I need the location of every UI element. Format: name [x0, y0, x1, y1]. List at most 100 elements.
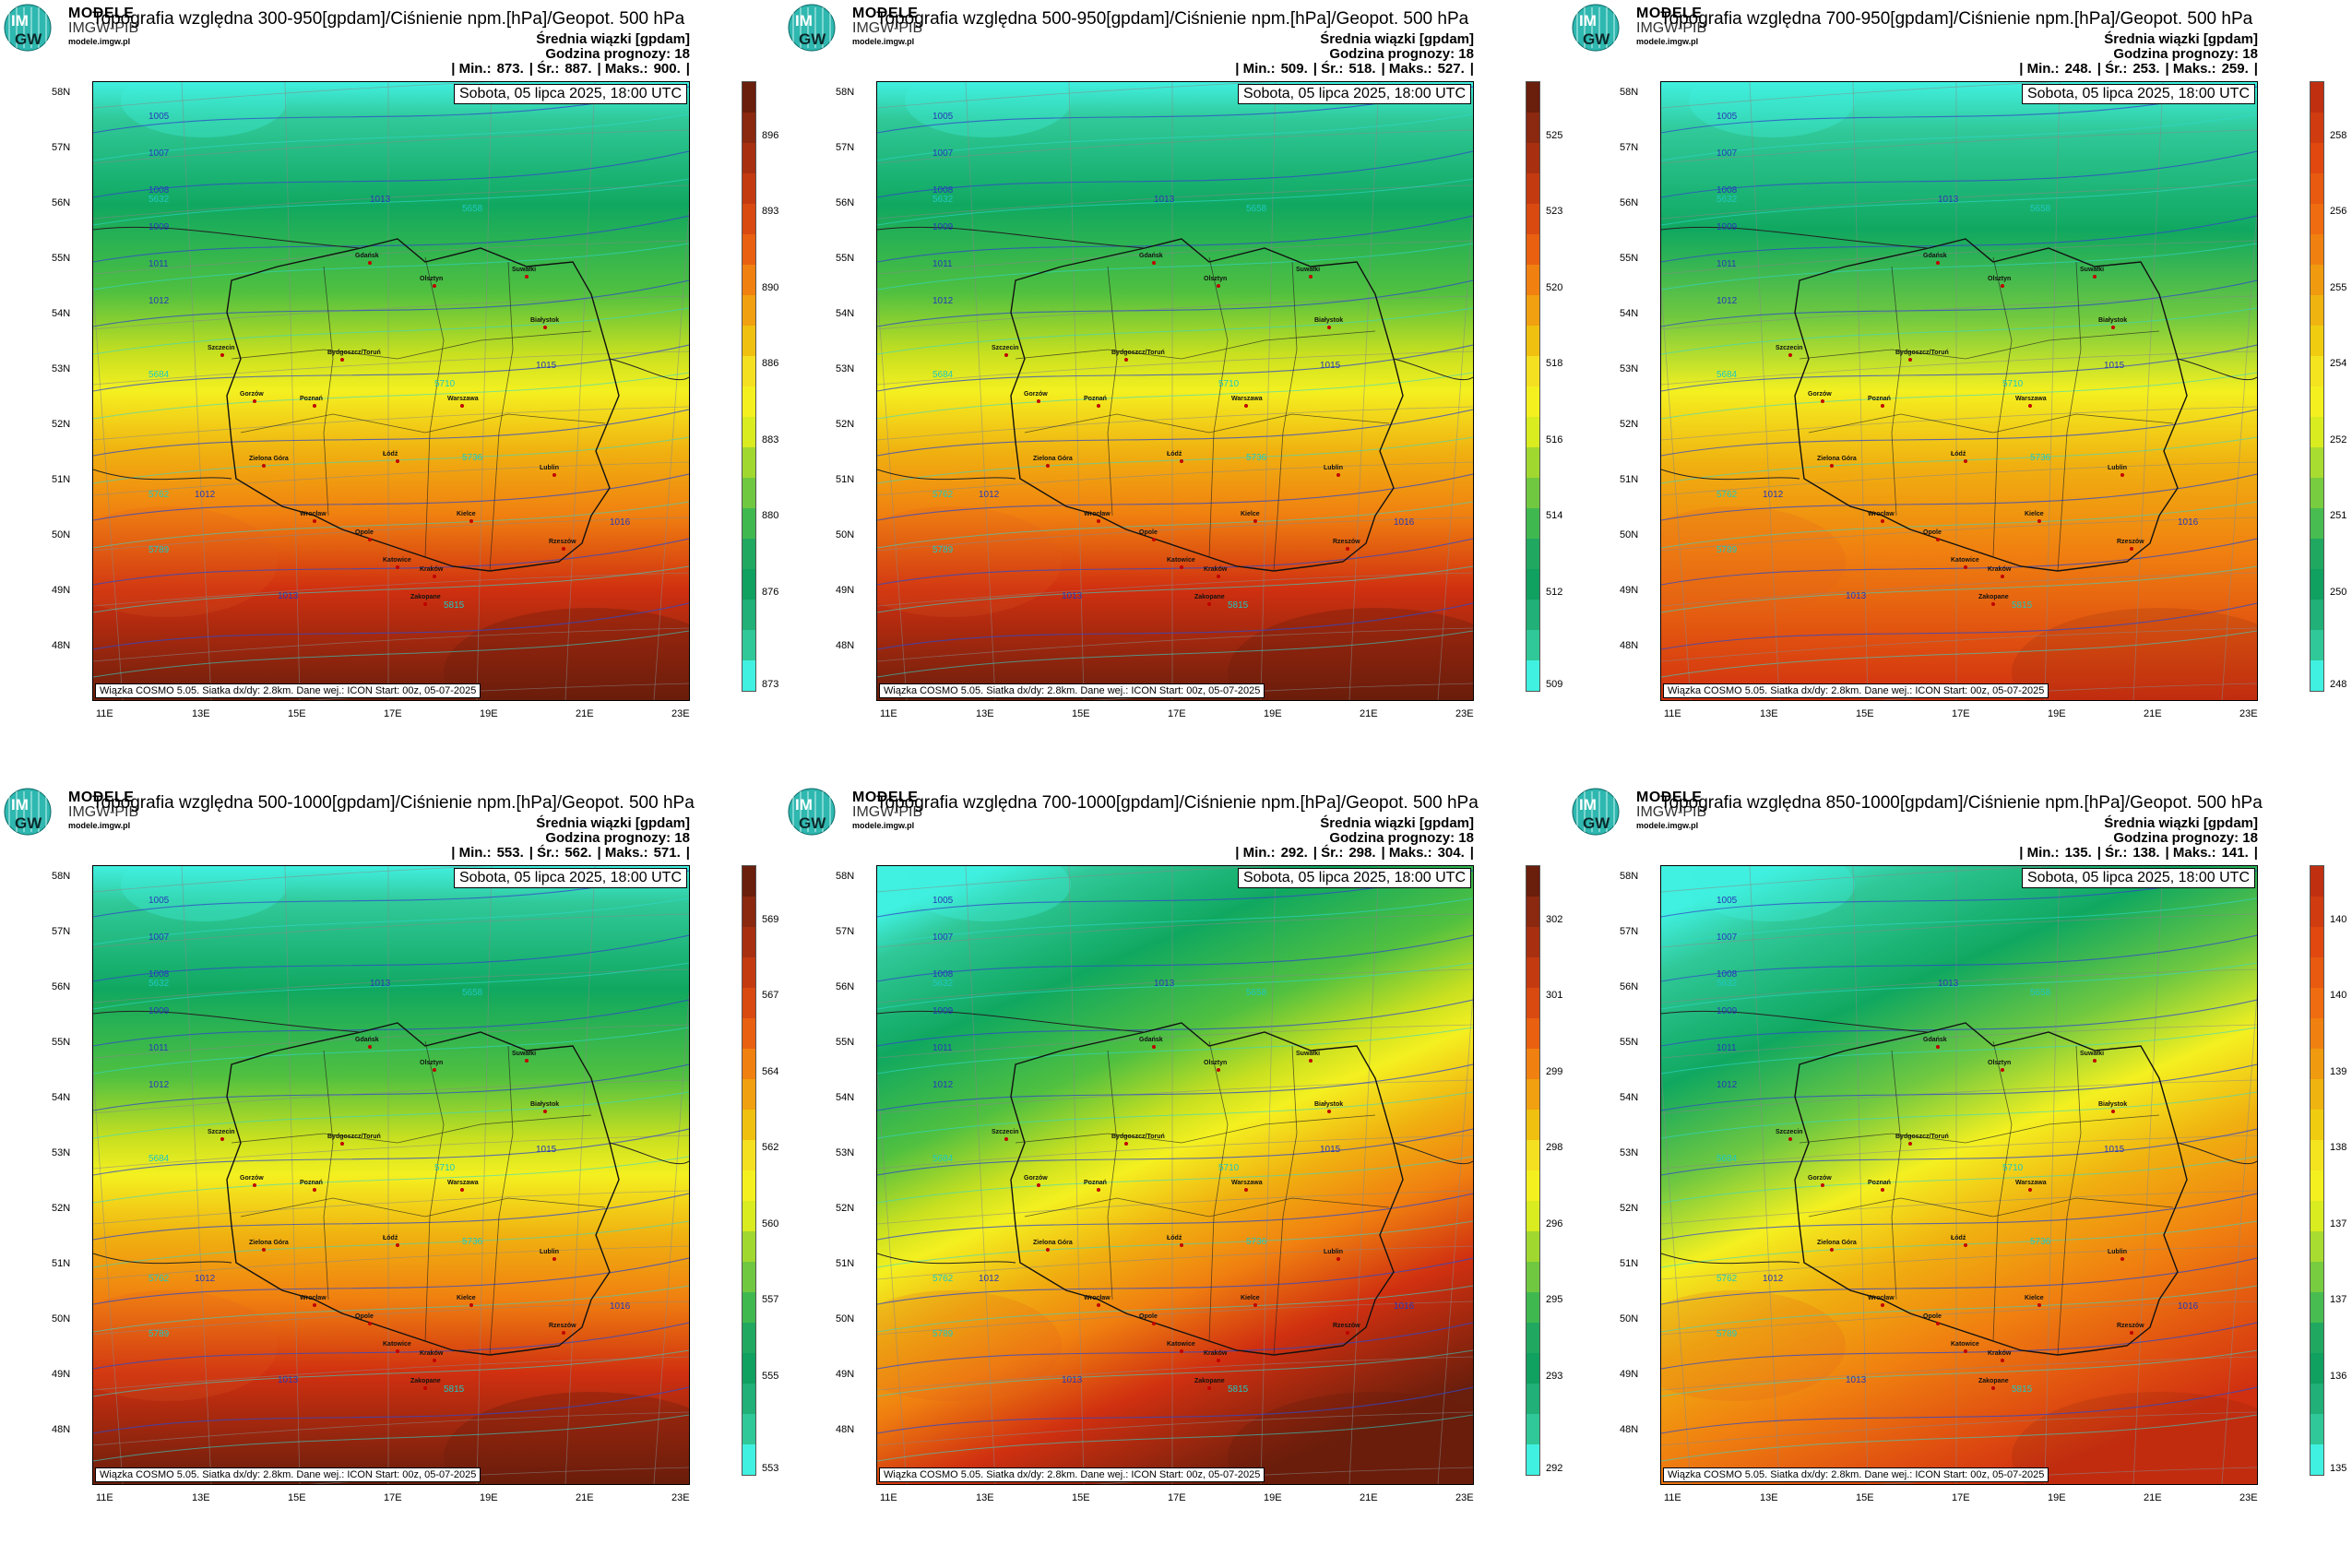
city-marker [313, 404, 316, 408]
city-label: Białystok [1314, 1101, 1343, 1108]
city-marker [1964, 459, 1967, 463]
graticule-lat [877, 1245, 1473, 1280]
stat-avg: 253. [2132, 61, 2160, 77]
city-marker [562, 1331, 565, 1335]
city-marker [525, 275, 529, 279]
colorbar-step [1526, 508, 1539, 539]
brand-url[interactable]: modele.imgw.pl [1636, 821, 1699, 830]
region-border [489, 261, 514, 572]
geopotential-label: 5815 [2012, 1384, 2033, 1395]
colorbar-label: 296 [1546, 1218, 1563, 1229]
geopotential-line [1661, 1091, 2257, 1139]
graticule-lon [1260, 82, 1277, 700]
coastline [877, 1010, 1146, 1033]
imgw-logo-icon: IMGW [1572, 4, 1620, 52]
city-marker [1124, 1142, 1128, 1146]
isobar-line [877, 538, 1473, 586]
colorbar-step [2310, 417, 2323, 447]
isobar-line [93, 1193, 689, 1241]
city-label: Katowice [383, 557, 411, 564]
graticule-lon [2132, 82, 2164, 700]
graticule-lon [284, 866, 301, 1484]
lat-label: 52N [52, 419, 71, 430]
isobar-label: 1008 [932, 969, 954, 980]
city-label: Wrocław [1868, 511, 1895, 517]
forecast-panel: IM GW MODELE IMGW-PIB modele.imgw.pl Topograf… [784, 784, 1568, 1568]
colorbar-step [1526, 1049, 1539, 1079]
colorbar-label: 518 [1546, 358, 1563, 369]
city-label: Kielce [2025, 511, 2044, 517]
city-label: Warszawa [2015, 396, 2047, 402]
isobar-label: 1016 [610, 1301, 631, 1312]
isobar-label: 1012 [1716, 1080, 1738, 1090]
stat-avg: 562. [564, 845, 592, 861]
isobar-label: 1005 [148, 896, 170, 906]
lat-label: 49N [836, 1369, 855, 1380]
brand-url[interactable]: modele.imgw.pl [68, 37, 131, 46]
forecast-hour: Godzina prognozy: 18 [2113, 830, 2258, 846]
graticule-lat [1661, 1301, 2257, 1336]
city-label: Warszawa [1231, 1180, 1263, 1186]
isobar-line [1661, 538, 2257, 586]
map-subtitle: Średnia wiązki [gpdam] [1320, 815, 1474, 831]
region-border [231, 330, 592, 360]
city-label: Lublin [1324, 465, 1343, 471]
brand-url[interactable]: modele.imgw.pl [68, 821, 131, 830]
colorbar-label: 553 [762, 1463, 779, 1474]
colorbar-step [1526, 1353, 1539, 1384]
city-label: Szczecin [1776, 1129, 1803, 1135]
graticule-lon [653, 989, 689, 1484]
geopotential-line [93, 1285, 689, 1333]
isobar-label: 1012 [1716, 296, 1738, 306]
brand-url[interactable]: modele.imgw.pl [852, 821, 915, 830]
geopotential-label: 5632 [932, 979, 954, 989]
region-border [1992, 1040, 2013, 1342]
graticule-lat [1661, 1079, 2257, 1114]
colorbar-step [2310, 1110, 2323, 1140]
city-label: Łódź [1951, 451, 1966, 457]
colorbar-label: 295 [1546, 1294, 1563, 1305]
forecast-hour: Godzina prognozy: 18 [2113, 46, 2258, 62]
logo-text-top: IM [1579, 12, 1597, 30]
colorbar-step [1526, 927, 1539, 957]
forecast-hour: Godzina prognozy: 18 [545, 830, 690, 846]
graticule-lon [1348, 866, 1380, 1484]
city-label: Opole [1923, 1313, 1942, 1320]
city-marker [220, 1137, 224, 1141]
isobar-label: 1011 [148, 1043, 169, 1053]
brand-url[interactable]: modele.imgw.pl [1636, 37, 1699, 46]
graticule-lon [2044, 866, 2061, 1484]
city-marker [396, 1349, 399, 1353]
colorbar-label: 248 [2330, 679, 2347, 690]
city-label: Kielce [457, 1295, 476, 1301]
brand-org: IMGW-PIB [68, 20, 139, 36]
map-subtitle: Średnia wiązki [gpdam] [2104, 31, 2258, 47]
geopotential-line [93, 113, 689, 161]
city-marker [1046, 1248, 1050, 1252]
forecast-hour: Godzina prognozy: 18 [1329, 830, 1474, 846]
geopotential-label: 5658 [462, 204, 483, 214]
poland-border [1794, 238, 2188, 572]
isobar-label: 1012 [195, 1274, 216, 1284]
brand-url[interactable]: modele.imgw.pl [852, 37, 915, 46]
graticule-lat [877, 240, 1473, 275]
isobar-line [1661, 1322, 2257, 1370]
city-marker [1821, 1183, 1824, 1187]
poland-border [1010, 1022, 1404, 1356]
lat-label: 53N [1620, 1147, 1639, 1158]
colorbar-step [2310, 1414, 2323, 1444]
coastline [1661, 226, 1930, 249]
colorbar-step [742, 1079, 755, 1110]
city-label: Kielce [1241, 1295, 1260, 1301]
lon-label: 15E [1856, 1492, 1874, 1503]
region-border [1273, 261, 1298, 572]
city-label: Wrocław [300, 511, 327, 517]
graticule-lat [1661, 461, 2257, 496]
city-marker [313, 1188, 316, 1192]
geopotential-label: 5632 [148, 195, 170, 205]
city-marker [220, 353, 224, 357]
field-blob [1228, 608, 1473, 700]
poland-border [226, 238, 620, 572]
city-label: Zakopane [1194, 594, 1225, 600]
brand-org: IMGW-PIB [852, 20, 923, 36]
